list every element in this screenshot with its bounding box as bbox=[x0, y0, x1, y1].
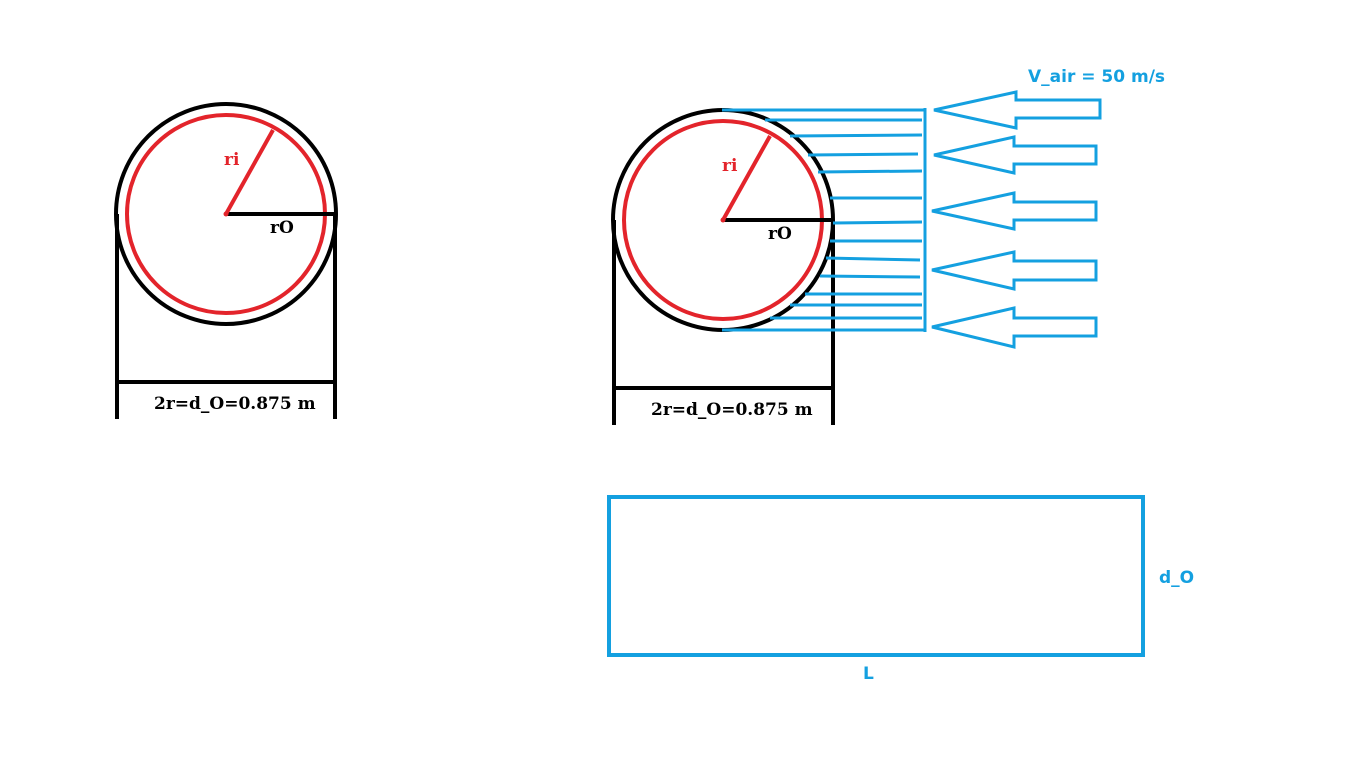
right-cylinder-figure: ri rO 2r=d_O=0.875 m bbox=[611, 67, 1165, 425]
left-center-dot bbox=[223, 211, 229, 217]
right-ro-label: rO bbox=[768, 224, 792, 244]
right-diameter-label: 2r=d_O=0.875 m bbox=[651, 400, 813, 420]
left-ri-radius-line bbox=[224, 129, 275, 215]
streamline bbox=[817, 169, 923, 174]
streamline bbox=[832, 220, 923, 225]
airflow-arrows bbox=[931, 90, 1102, 349]
airflow-streamlines bbox=[722, 108, 927, 332]
right-ri-label: ri bbox=[722, 156, 738, 176]
left-diameter-label: 2r=d_O=0.875 m bbox=[154, 394, 316, 414]
left-ri-label: ri bbox=[224, 150, 240, 170]
streamline bbox=[819, 274, 921, 279]
projected-area-rectangle bbox=[607, 495, 1145, 657]
airflow-arrow-icon bbox=[931, 191, 1098, 231]
right-ri-radius-line bbox=[721, 135, 772, 221]
airflow-arrow-icon bbox=[933, 135, 1098, 175]
right-center-dot bbox=[720, 217, 726, 223]
airflow-velocity-label: V_air = 50 m/s bbox=[1028, 67, 1165, 87]
streamline bbox=[807, 152, 919, 157]
rectangle-length-label: L bbox=[863, 664, 874, 684]
left-ro-label: rO bbox=[270, 218, 294, 238]
streamline bbox=[825, 256, 921, 262]
airflow-arrow-icon bbox=[931, 250, 1098, 291]
left-cylinder-figure: ri rO 2r=d_O=0.875 m bbox=[114, 102, 338, 419]
projected-area-figure: d_O L bbox=[607, 495, 1194, 684]
rectangle-height-label: d_O bbox=[1159, 568, 1194, 588]
streamline bbox=[789, 133, 923, 138]
airflow-arrow-icon bbox=[931, 306, 1098, 349]
airflow-arrow-icon bbox=[933, 90, 1102, 130]
